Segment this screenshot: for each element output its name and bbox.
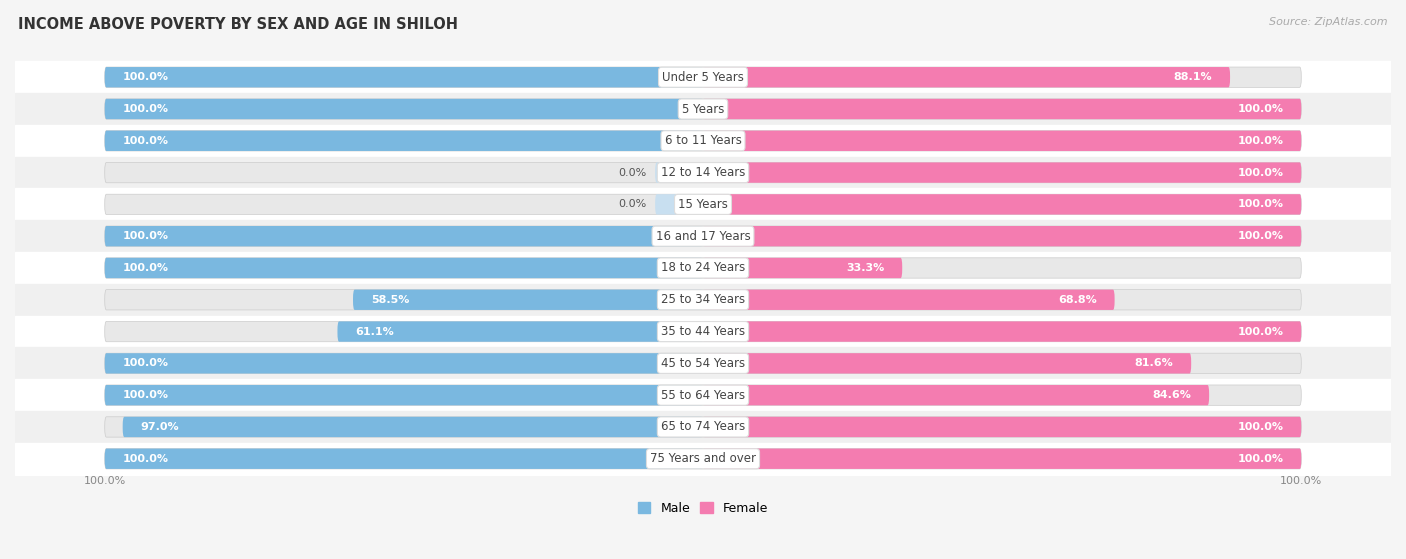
FancyBboxPatch shape: [655, 194, 703, 215]
Bar: [15, 379, 1391, 411]
FancyBboxPatch shape: [703, 67, 1230, 87]
FancyBboxPatch shape: [104, 67, 703, 87]
Text: 61.1%: 61.1%: [356, 326, 394, 337]
Text: 58.5%: 58.5%: [371, 295, 409, 305]
FancyBboxPatch shape: [104, 448, 1302, 469]
Bar: [15, 157, 1391, 188]
Text: 12 to 14 Years: 12 to 14 Years: [661, 166, 745, 179]
Text: 100.0%: 100.0%: [1237, 326, 1284, 337]
Text: 100.0%: 100.0%: [122, 231, 169, 241]
FancyBboxPatch shape: [104, 226, 703, 247]
FancyBboxPatch shape: [104, 417, 1302, 437]
Text: 100.0%: 100.0%: [1237, 231, 1284, 241]
Text: 100.0%: 100.0%: [122, 136, 169, 146]
Text: 15 Years: 15 Years: [678, 198, 728, 211]
Bar: [15, 316, 1391, 348]
FancyBboxPatch shape: [703, 131, 1302, 151]
Text: 16 and 17 Years: 16 and 17 Years: [655, 230, 751, 243]
Bar: [15, 125, 1391, 157]
FancyBboxPatch shape: [703, 353, 1191, 373]
FancyBboxPatch shape: [703, 448, 1302, 469]
Bar: [15, 188, 1391, 220]
Bar: [15, 252, 1391, 284]
Text: INCOME ABOVE POVERTY BY SEX AND AGE IN SHILOH: INCOME ABOVE POVERTY BY SEX AND AGE IN S…: [18, 17, 458, 32]
Text: 100.0%: 100.0%: [83, 476, 127, 486]
Bar: [15, 93, 1391, 125]
Text: 6 to 11 Years: 6 to 11 Years: [665, 134, 741, 148]
Text: 88.1%: 88.1%: [1174, 72, 1212, 82]
FancyBboxPatch shape: [703, 99, 1302, 119]
FancyBboxPatch shape: [703, 163, 1302, 183]
FancyBboxPatch shape: [703, 417, 1302, 437]
Text: 65 to 74 Years: 65 to 74 Years: [661, 420, 745, 433]
Bar: [15, 348, 1391, 379]
Text: 100.0%: 100.0%: [1237, 168, 1284, 178]
FancyBboxPatch shape: [104, 321, 1302, 342]
FancyBboxPatch shape: [104, 194, 1302, 215]
Text: 68.8%: 68.8%: [1057, 295, 1097, 305]
Text: 0.0%: 0.0%: [617, 200, 647, 210]
FancyBboxPatch shape: [104, 353, 1302, 373]
FancyBboxPatch shape: [353, 290, 703, 310]
Text: Source: ZipAtlas.com: Source: ZipAtlas.com: [1270, 17, 1388, 27]
FancyBboxPatch shape: [104, 385, 703, 405]
FancyBboxPatch shape: [104, 131, 1302, 151]
Text: 100.0%: 100.0%: [1237, 422, 1284, 432]
FancyBboxPatch shape: [703, 226, 1302, 247]
FancyBboxPatch shape: [703, 321, 1302, 342]
Text: 97.0%: 97.0%: [141, 422, 179, 432]
FancyBboxPatch shape: [122, 417, 703, 437]
Text: 100.0%: 100.0%: [122, 104, 169, 114]
FancyBboxPatch shape: [104, 290, 1302, 310]
Bar: [15, 443, 1391, 475]
Text: 100.0%: 100.0%: [1237, 454, 1284, 464]
Text: 100.0%: 100.0%: [1237, 104, 1284, 114]
FancyBboxPatch shape: [703, 290, 1115, 310]
Text: Under 5 Years: Under 5 Years: [662, 70, 744, 84]
FancyBboxPatch shape: [655, 163, 703, 183]
FancyBboxPatch shape: [104, 226, 1302, 247]
Text: 75 Years and over: 75 Years and over: [650, 452, 756, 465]
Text: 100.0%: 100.0%: [122, 390, 169, 400]
FancyBboxPatch shape: [104, 258, 1302, 278]
FancyBboxPatch shape: [337, 321, 703, 342]
FancyBboxPatch shape: [104, 353, 703, 373]
FancyBboxPatch shape: [703, 385, 1209, 405]
Bar: [15, 284, 1391, 316]
Text: 100.0%: 100.0%: [1279, 476, 1323, 486]
FancyBboxPatch shape: [104, 131, 703, 151]
Legend: Male, Female: Male, Female: [633, 497, 773, 520]
FancyBboxPatch shape: [104, 385, 1302, 405]
Text: 18 to 24 Years: 18 to 24 Years: [661, 262, 745, 274]
FancyBboxPatch shape: [703, 194, 1302, 215]
Text: 25 to 34 Years: 25 to 34 Years: [661, 293, 745, 306]
FancyBboxPatch shape: [104, 67, 1302, 87]
FancyBboxPatch shape: [104, 99, 1302, 119]
Text: 35 to 44 Years: 35 to 44 Years: [661, 325, 745, 338]
Text: 81.6%: 81.6%: [1135, 358, 1173, 368]
Text: 55 to 64 Years: 55 to 64 Years: [661, 389, 745, 402]
FancyBboxPatch shape: [104, 448, 703, 469]
FancyBboxPatch shape: [104, 99, 703, 119]
Text: 45 to 54 Years: 45 to 54 Years: [661, 357, 745, 370]
FancyBboxPatch shape: [703, 258, 903, 278]
FancyBboxPatch shape: [104, 163, 1302, 183]
Text: 33.3%: 33.3%: [846, 263, 884, 273]
Bar: [15, 61, 1391, 93]
Text: 0.0%: 0.0%: [617, 168, 647, 178]
Bar: [15, 411, 1391, 443]
Text: 100.0%: 100.0%: [122, 358, 169, 368]
Text: 100.0%: 100.0%: [1237, 136, 1284, 146]
Text: 100.0%: 100.0%: [122, 72, 169, 82]
Text: 5 Years: 5 Years: [682, 102, 724, 116]
Text: 84.6%: 84.6%: [1153, 390, 1191, 400]
Text: 100.0%: 100.0%: [122, 454, 169, 464]
FancyBboxPatch shape: [104, 258, 703, 278]
Bar: [15, 220, 1391, 252]
Text: 100.0%: 100.0%: [122, 263, 169, 273]
Text: 100.0%: 100.0%: [1237, 200, 1284, 210]
